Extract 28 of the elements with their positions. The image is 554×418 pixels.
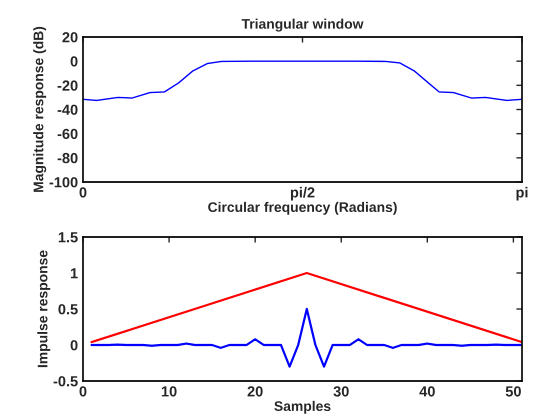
line-series: [90, 308, 522, 368]
x-tick-label: 20: [248, 386, 263, 397]
x-axis-title: Samples: [274, 400, 330, 414]
x-tick-label: 10: [162, 386, 177, 397]
chart-title: Triangular window: [242, 18, 364, 32]
x-tick-label: 30: [333, 386, 349, 397]
y-tick-label: -100: [50, 177, 78, 188]
y-tick-label: 1: [70, 268, 78, 278]
x-axis-title: Circular frequency (Radians): [208, 202, 397, 215]
x-tick-label: 50: [506, 386, 521, 397]
y-tick-label: 20: [62, 32, 78, 42]
x-tick-label: 0: [80, 386, 86, 397]
x-tick-label: 0: [80, 187, 86, 198]
y-tick-label: -0.5: [54, 376, 78, 386]
x-tick-label: pi: [516, 186, 528, 200]
y-tick-label: 0: [70, 56, 78, 67]
y-tick-label: -40: [58, 104, 78, 115]
y-tick-label: -80: [58, 152, 78, 164]
x-tick-label: pi/2: [290, 186, 314, 200]
x-tick-label: 40: [419, 386, 435, 397]
y-axis-title: Impulse response: [37, 250, 50, 368]
y-tick-label: 0: [70, 340, 78, 350]
y-tick-label: 1.5: [58, 232, 78, 242]
y-tick-label: -60: [58, 128, 78, 140]
y-tick-label: 0.5: [58, 304, 78, 314]
y-axis-title: Magnitude response (dB): [33, 26, 46, 192]
line-series: [83, 60, 522, 102]
y-tick-label: -20: [58, 80, 78, 91]
